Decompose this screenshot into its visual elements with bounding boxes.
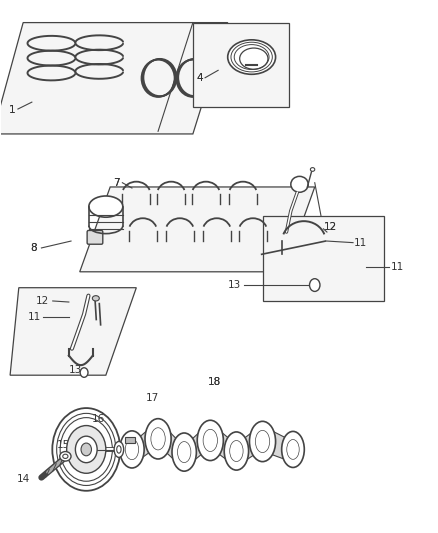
Polygon shape bbox=[217, 429, 230, 463]
Text: 16: 16 bbox=[92, 414, 105, 424]
Text: 1: 1 bbox=[9, 105, 16, 115]
Ellipse shape bbox=[282, 431, 304, 467]
Text: 8: 8 bbox=[31, 243, 37, 253]
Polygon shape bbox=[0, 22, 228, 134]
Ellipse shape bbox=[224, 432, 249, 470]
Polygon shape bbox=[243, 430, 256, 463]
Ellipse shape bbox=[120, 431, 144, 468]
Text: 15: 15 bbox=[57, 440, 70, 450]
Text: 7: 7 bbox=[113, 177, 120, 188]
Polygon shape bbox=[193, 22, 289, 108]
Ellipse shape bbox=[89, 196, 123, 217]
Ellipse shape bbox=[63, 454, 68, 458]
FancyBboxPatch shape bbox=[124, 437, 135, 443]
Text: 7: 7 bbox=[113, 177, 120, 188]
Polygon shape bbox=[10, 288, 136, 375]
Text: 18: 18 bbox=[208, 376, 221, 386]
Text: 8: 8 bbox=[31, 243, 37, 253]
Ellipse shape bbox=[250, 421, 276, 462]
Ellipse shape bbox=[240, 48, 268, 69]
Ellipse shape bbox=[172, 433, 196, 471]
FancyBboxPatch shape bbox=[87, 230, 103, 244]
Circle shape bbox=[67, 425, 106, 473]
Polygon shape bbox=[190, 429, 204, 464]
Text: 17: 17 bbox=[146, 393, 159, 403]
Polygon shape bbox=[138, 427, 152, 461]
Ellipse shape bbox=[117, 446, 121, 453]
Polygon shape bbox=[262, 216, 385, 301]
Circle shape bbox=[80, 368, 88, 377]
Circle shape bbox=[310, 279, 320, 292]
Ellipse shape bbox=[145, 419, 171, 459]
Circle shape bbox=[75, 436, 97, 463]
Ellipse shape bbox=[228, 40, 276, 74]
Text: 12: 12 bbox=[323, 222, 337, 232]
Text: 12: 12 bbox=[36, 296, 49, 306]
Text: 11: 11 bbox=[28, 312, 41, 322]
Ellipse shape bbox=[197, 420, 223, 461]
Text: 11: 11 bbox=[391, 262, 404, 271]
Text: 13: 13 bbox=[69, 365, 82, 375]
Polygon shape bbox=[269, 430, 287, 460]
Text: 1: 1 bbox=[9, 105, 16, 115]
Text: 18: 18 bbox=[208, 376, 221, 386]
Polygon shape bbox=[80, 187, 315, 272]
Text: 11: 11 bbox=[354, 238, 367, 248]
Ellipse shape bbox=[311, 167, 315, 171]
Circle shape bbox=[81, 443, 92, 456]
Text: 13: 13 bbox=[228, 280, 241, 290]
Ellipse shape bbox=[92, 296, 99, 301]
Ellipse shape bbox=[60, 451, 71, 461]
Text: 4: 4 bbox=[196, 72, 203, 83]
Ellipse shape bbox=[114, 441, 124, 457]
Polygon shape bbox=[165, 427, 178, 464]
Text: 14: 14 bbox=[17, 474, 30, 483]
Text: 4: 4 bbox=[196, 72, 203, 83]
Ellipse shape bbox=[291, 176, 308, 192]
Text: 12: 12 bbox=[323, 222, 337, 232]
